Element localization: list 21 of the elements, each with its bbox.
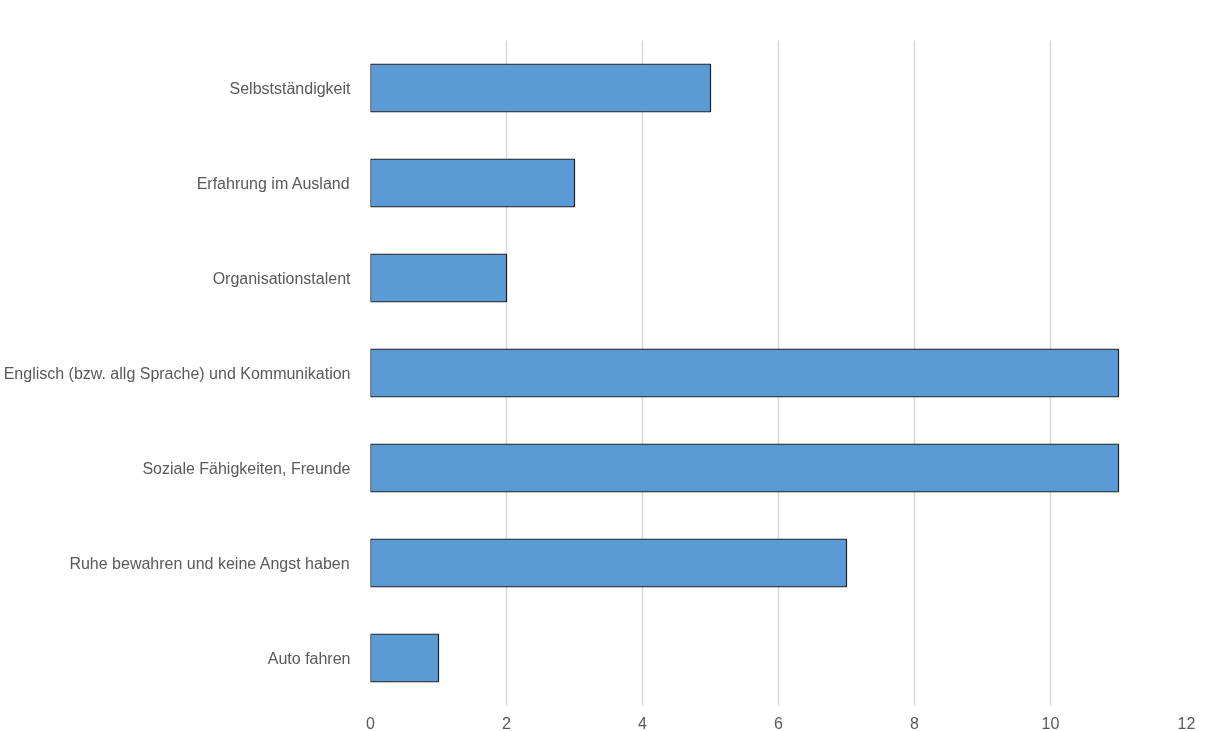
y-tick-label: Selbstständigkeit — [229, 79, 352, 97]
x-tick-label: 12 — [1177, 714, 1196, 731]
y-tick-label: Ruhe bewahren und keine Angst haben — [69, 554, 350, 572]
y-tick-label: Soziale Fähigkeiten, Freunde — [142, 459, 351, 477]
bar — [370, 158, 576, 208]
x-tick-label: 10 — [1041, 714, 1060, 731]
bar — [370, 253, 508, 303]
bar — [370, 443, 1120, 493]
bar — [370, 633, 440, 683]
bar — [370, 538, 848, 588]
x-tick-label: 0 — [366, 714, 376, 731]
bar — [370, 63, 712, 113]
y-tick-label: Auto fahren — [267, 649, 351, 667]
y-tick-label: Englisch (bzw. allg Sprache) und Kommunikation — [3, 364, 351, 382]
x-tick-label: 4 — [638, 714, 648, 731]
bar — [370, 348, 1120, 398]
y-tick-label: Erfahrung im Ausland — [196, 174, 350, 192]
y-tick-label: Organisationstalent — [212, 269, 352, 287]
x-tick-label: 2 — [502, 714, 512, 731]
x-tick-label: 8 — [910, 714, 920, 731]
x-tick-label: 6 — [774, 714, 784, 731]
